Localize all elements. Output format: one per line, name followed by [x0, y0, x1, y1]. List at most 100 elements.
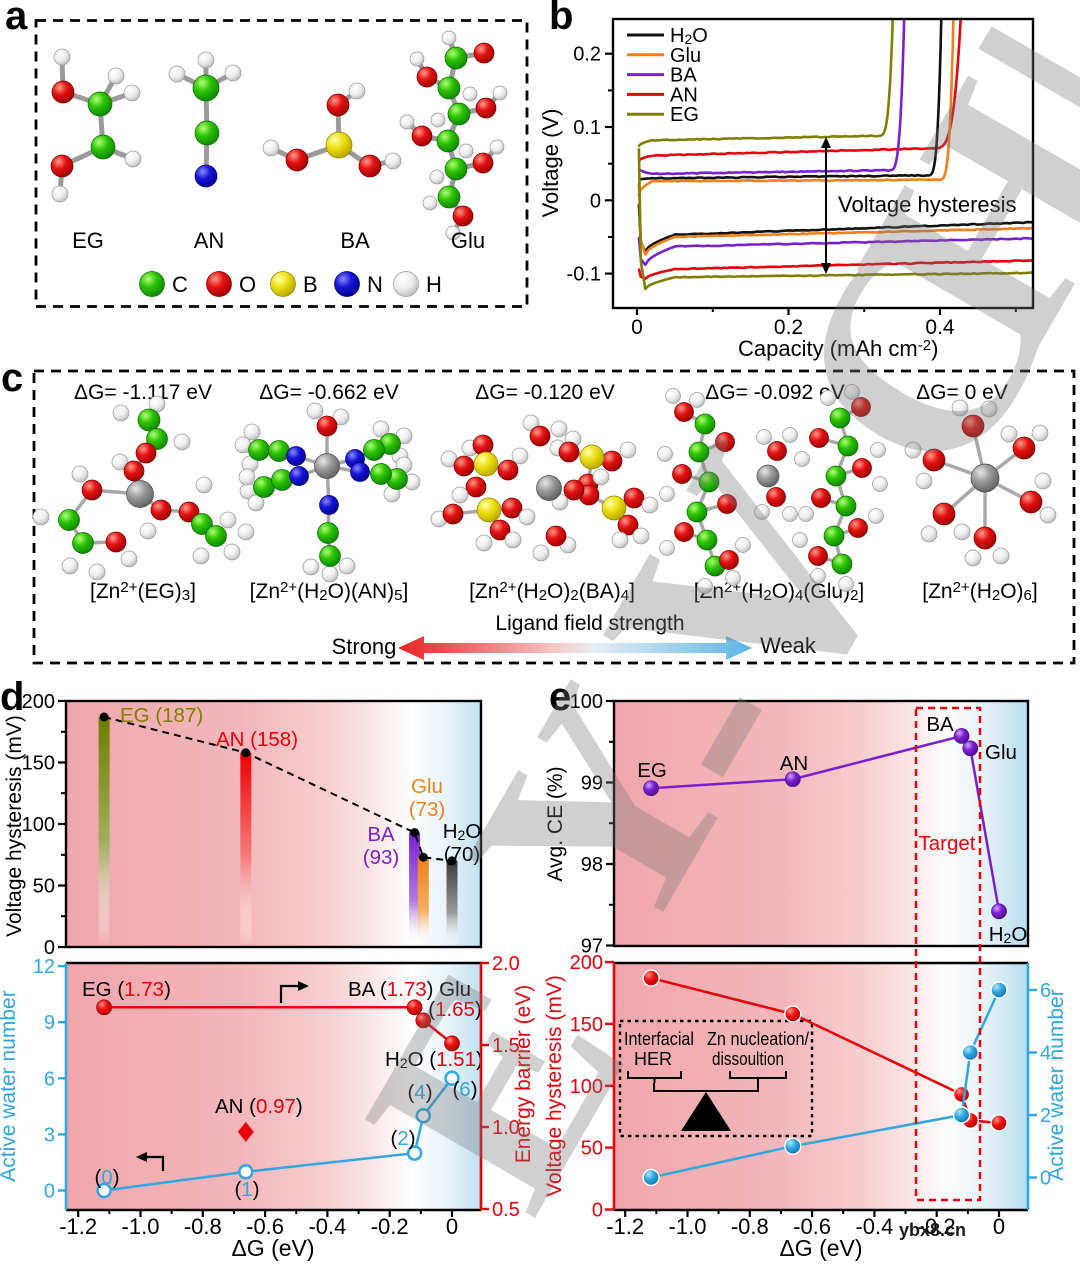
svg-text:Voltage (V): Voltage (V) [538, 109, 563, 218]
svg-text:0: 0 [592, 1200, 603, 1222]
svg-text:H2O: H2O [989, 923, 1028, 946]
svg-text:-0.2: -0.2 [918, 1214, 956, 1239]
svg-text:-0.8: -0.8 [731, 1214, 769, 1239]
svg-text:EG: EG [670, 104, 699, 126]
svg-text:(6): (6) [452, 1078, 477, 1101]
svg-text:Voltage hysteresis: Voltage hysteresis [838, 192, 1017, 217]
svg-text:[Zn2+(H2O)(AN)5]: [Zn2+(H2O)(AN)5] [250, 579, 409, 604]
svg-text:Glu: Glu [985, 741, 1017, 764]
svg-text:H2O (1.51): H2O (1.51) [385, 1048, 483, 1071]
svg-text:Capacity (mAh cm-2): Capacity (mAh cm-2) [738, 336, 938, 361]
svg-text:200: 200 [570, 952, 603, 974]
svg-text:200: 200 [22, 691, 55, 713]
svg-text:O: O [239, 272, 256, 297]
svg-text:AN: AN [780, 752, 808, 775]
svg-text:Avg. CE (%): Avg. CE (%) [544, 766, 567, 881]
svg-text:ybx8.cn: ybx8.cn [899, 1220, 966, 1240]
svg-text:-0.6: -0.6 [246, 1214, 284, 1239]
svg-text:Interfacial: Interfacial [624, 1029, 694, 1049]
svg-text:0: 0 [993, 1214, 1005, 1239]
svg-text:[Zn2+(H2O)6]: [Zn2+(H2O)6] [922, 579, 1037, 604]
svg-text:(1): (1) [234, 1178, 259, 1201]
svg-text:BA: BA [670, 65, 697, 87]
svg-text:ΔG= -1.117 eV: ΔG= -1.117 eV [74, 381, 212, 404]
svg-text:a: a [5, 0, 28, 38]
svg-text:BA (1.73) Glu: BA (1.73) Glu [348, 978, 471, 1001]
svg-text:-1.0: -1.0 [122, 1214, 160, 1239]
svg-text:B: B [303, 272, 318, 297]
svg-text:BA: BA [926, 713, 954, 736]
svg-text:H: H [426, 272, 442, 297]
svg-text:(70): (70) [444, 843, 480, 866]
svg-text:150: 150 [570, 1014, 603, 1036]
svg-text:0.1: 0.1 [573, 117, 601, 139]
svg-text:Glu: Glu [411, 775, 443, 798]
svg-text:EG (187): EG (187) [120, 704, 203, 727]
svg-text:-1.0: -1.0 [669, 1214, 707, 1239]
svg-text:AN (158): AN (158) [216, 728, 298, 751]
svg-text:0: 0 [44, 937, 55, 959]
svg-text:6: 6 [44, 1068, 55, 1090]
svg-text:0: 0 [1040, 1168, 1051, 1190]
svg-text:Ligand field strength: Ligand field strength [495, 612, 684, 635]
svg-text:AN: AN [670, 84, 698, 106]
svg-text:ΔG (eV): ΔG (eV) [779, 1235, 862, 1261]
svg-text:[Zn2+(H2O)2(BA)4]: [Zn2+(H2O)2(BA)4] [469, 579, 635, 604]
svg-text:1.5: 1.5 [492, 1035, 520, 1057]
svg-text:H2O: H2O [670, 25, 708, 47]
svg-text:-0.4: -0.4 [308, 1214, 346, 1239]
svg-text:2: 2 [1040, 1105, 1051, 1127]
svg-text:[Zn2+(EG)3]: [Zn2+(EG)3] [90, 579, 196, 604]
svg-text:Strong: Strong [332, 634, 397, 659]
svg-text:-1.2: -1.2 [606, 1214, 644, 1239]
svg-text:2.0: 2.0 [492, 953, 520, 975]
svg-text:Glu: Glu [670, 45, 701, 67]
svg-text:(2): (2) [390, 1127, 415, 1150]
svg-text:97: 97 [581, 936, 603, 958]
svg-text:N: N [367, 272, 383, 297]
svg-text:ΔG= 0 eV: ΔG= 0 eV [916, 381, 1008, 404]
svg-text:-1.2: -1.2 [59, 1214, 97, 1239]
svg-text:9: 9 [44, 1012, 55, 1034]
svg-text:-0.1: -0.1 [567, 264, 601, 286]
svg-text:(4): (4) [407, 1081, 432, 1104]
svg-text:150: 150 [22, 753, 55, 775]
svg-text:HER: HER [634, 1049, 672, 1069]
svg-text:0: 0 [631, 316, 643, 339]
svg-text:Energy barrier (eV): Energy barrier (eV) [512, 985, 535, 1164]
svg-text:Voltage hysteresis (mV): Voltage hysteresis (mV) [3, 715, 26, 937]
svg-text:c: c [1, 356, 23, 400]
svg-text:(0): (0) [94, 1166, 119, 1189]
svg-text:4: 4 [1040, 1043, 1051, 1065]
svg-text:d: d [0, 675, 24, 719]
svg-text:b: b [549, 0, 573, 38]
svg-text:BA: BA [340, 228, 370, 253]
svg-text:ΔG= -0.120 eV: ΔG= -0.120 eV [475, 381, 615, 404]
svg-text:50: 50 [581, 1138, 603, 1160]
svg-text:AN: AN [194, 228, 225, 253]
svg-text:EG: EG [637, 759, 667, 782]
svg-text:3: 3 [44, 1124, 55, 1146]
svg-text:Active water number: Active water number [0, 990, 20, 1181]
svg-text:100: 100 [22, 814, 55, 836]
svg-text:ΔG (eV): ΔG (eV) [231, 1235, 314, 1261]
svg-text:0.5: 0.5 [492, 1199, 520, 1221]
svg-text:0: 0 [446, 1214, 458, 1239]
svg-text:EG (1.73): EG (1.73) [82, 978, 171, 1001]
svg-text:6: 6 [1040, 980, 1051, 1002]
svg-text:0.2: 0.2 [774, 316, 803, 339]
svg-text:Weak: Weak [760, 633, 817, 658]
svg-text:(1.65): (1.65) [428, 998, 482, 1021]
svg-text:H2O: H2O [443, 820, 482, 843]
svg-text:Voltage hysteresis (mV): Voltage hysteresis (mV) [543, 975, 566, 1197]
svg-text:dissoultion: dissoultion [712, 1049, 784, 1069]
svg-text:99: 99 [581, 773, 603, 795]
svg-text:100: 100 [570, 691, 603, 713]
svg-text:e: e [549, 675, 571, 719]
svg-text:-0.8: -0.8 [184, 1214, 222, 1239]
svg-text:EG: EG [72, 228, 104, 253]
svg-text:Target: Target [919, 832, 976, 855]
svg-text:0: 0 [44, 1181, 55, 1203]
svg-text:Zn nucleation/: Zn nucleation/ [707, 1029, 809, 1049]
svg-text:ΔG= -0.662 eV: ΔG= -0.662 eV [259, 381, 399, 404]
